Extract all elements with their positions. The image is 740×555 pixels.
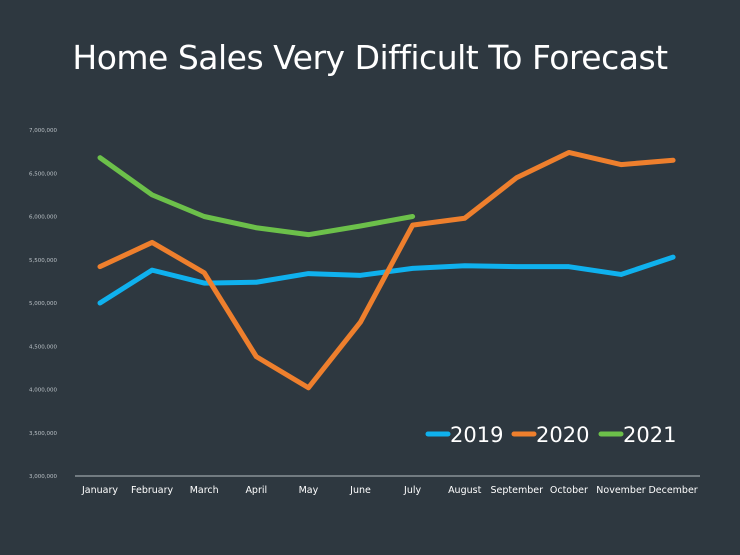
y-tick-label: 3,500,000 (29, 431, 57, 437)
y-tick-label: 6,500,000 (29, 171, 57, 177)
y-tick-label: 5,500,000 (29, 258, 57, 264)
legend-label-2020: 2020 (536, 423, 589, 447)
x-tick-label: November (596, 485, 646, 496)
y-tick-label: 3,000,000 (29, 474, 57, 480)
x-tick-label: July (403, 485, 421, 496)
y-tick-label: 5,000,000 (29, 301, 57, 307)
y-tick-label: 4,500,000 (29, 344, 57, 350)
y-tick-label: 4,000,000 (29, 388, 57, 394)
series-line-2021 (97, 155, 416, 238)
x-tick-label: August (448, 485, 482, 496)
x-tick-label: October (550, 485, 588, 496)
x-tick-label: April (245, 485, 267, 496)
x-tick-label: September (491, 485, 544, 496)
series-line-2020 (97, 149, 676, 391)
chart-title: Home Sales Very Difficult To Forecast (72, 38, 668, 77)
x-tick-label: December (648, 485, 697, 496)
legend: 2019 2020 2021 (425, 423, 676, 447)
series-group (97, 149, 676, 391)
y-axis: 3,000,000 3,500,000 4,000,000 4,500,000 5,00… (29, 128, 57, 480)
y-tick-label: 6,000,000 (29, 215, 57, 221)
x-tick-label: June (349, 485, 371, 496)
x-tick-label: January (81, 485, 118, 496)
x-tick-label: March (190, 485, 219, 496)
x-tick-label: May (299, 485, 319, 496)
x-axis: January February March April May June July Augu… (81, 485, 698, 496)
legend-label-2019: 2019 (450, 423, 503, 447)
x-tick-label: February (131, 485, 173, 496)
y-tick-label: 7,000,000 (29, 128, 57, 134)
legend-label-2021: 2021 (623, 423, 676, 447)
